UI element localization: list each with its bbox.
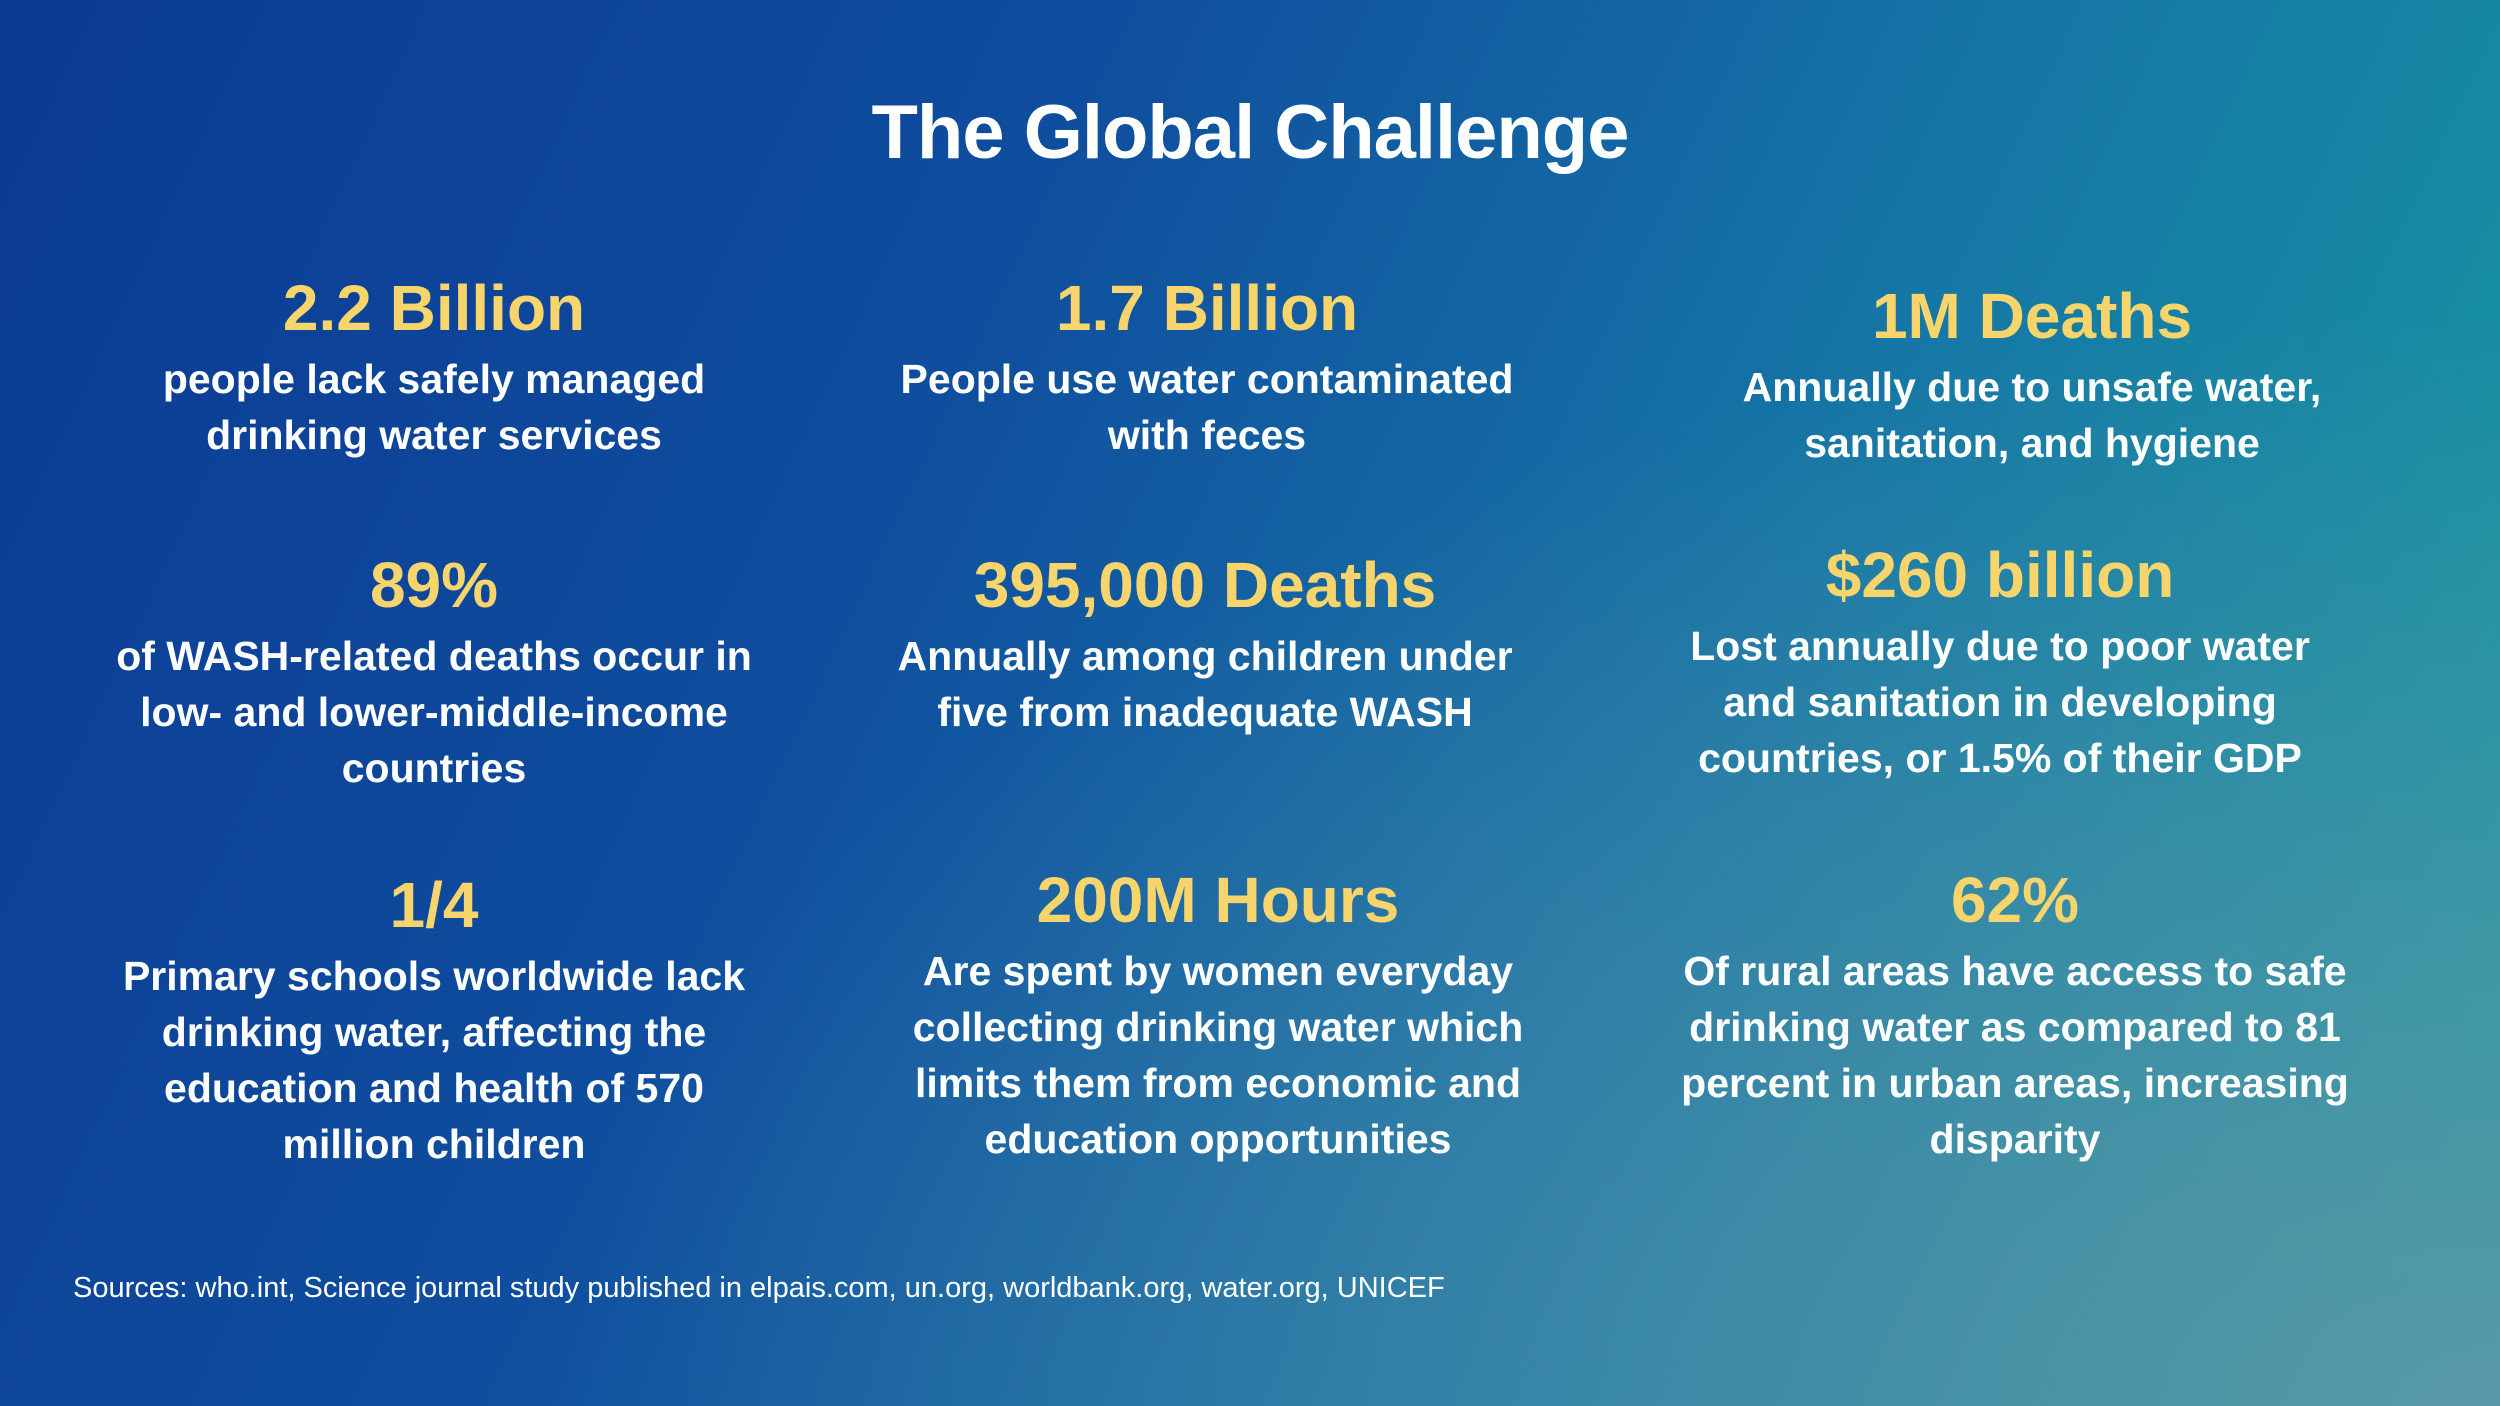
stat-description: Annually due to unsafe water, — [1742, 364, 2322, 410]
stat-description: education and health of 570 — [164, 1065, 704, 1111]
stat-description: Annually among children under — [897, 633, 1513, 679]
stat-headline: 395,000 Deaths — [973, 549, 1437, 621]
stat-headline: 1M Deaths — [1871, 280, 2193, 352]
stat-description: and sanitation in developing — [1723, 679, 2277, 725]
stat-description: Are spent by women everyday — [922, 948, 1514, 994]
stat-description: collecting drinking water which — [912, 1004, 1524, 1050]
stat-description: Lost annually due to poor water — [1690, 623, 2310, 669]
stat-headline: 1/4 — [389, 869, 479, 941]
stat-description: Of rural areas have access to safe — [1683, 948, 2347, 994]
stat-description: percent in urban areas, increasing — [1681, 1060, 2349, 1106]
stat-description: drinking water, affecting the — [161, 1009, 707, 1055]
stat-description: five from inadequate WASH — [937, 689, 1473, 735]
stat-description: Primary schools worldwide lack — [122, 953, 746, 999]
stat-description: education opportunities — [984, 1116, 1452, 1162]
stat-description: drinking water services — [206, 412, 662, 458]
stat-description: limits them from economic and — [915, 1060, 1521, 1106]
title: The Global Challenge — [871, 90, 1630, 175]
stat-description: million children — [282, 1121, 586, 1167]
stat-headline: 62% — [1950, 864, 2080, 936]
stat-headline: 200M Hours — [1036, 864, 1400, 936]
stat-description: People use water contaminated — [900, 356, 1514, 402]
stat-description: drinking water as compared to 81 — [1689, 1004, 2341, 1050]
stat-headline: 2.2 Billion — [282, 272, 586, 344]
stat-headline: $260 billion — [1825, 539, 2175, 611]
stat-description: low- and lower-middle-income — [140, 689, 728, 735]
stat-headline: 89% — [369, 549, 499, 621]
stat-description: with feces — [1107, 412, 1307, 458]
stat-description: people lack safely managed — [162, 356, 706, 402]
stat-headline: 1.7 Billion — [1055, 272, 1359, 344]
stat-description: countries — [341, 745, 527, 791]
stat-description: of WASH-related deaths occur in — [116, 633, 752, 679]
stat-description: sanitation, and hygiene — [1804, 420, 2260, 466]
stat-description: disparity — [1929, 1116, 2101, 1162]
stat-description: countries, or 1.5% of their GDP — [1698, 735, 2302, 781]
sources: Sources: who.int, Science journal study … — [73, 1272, 1445, 1304]
